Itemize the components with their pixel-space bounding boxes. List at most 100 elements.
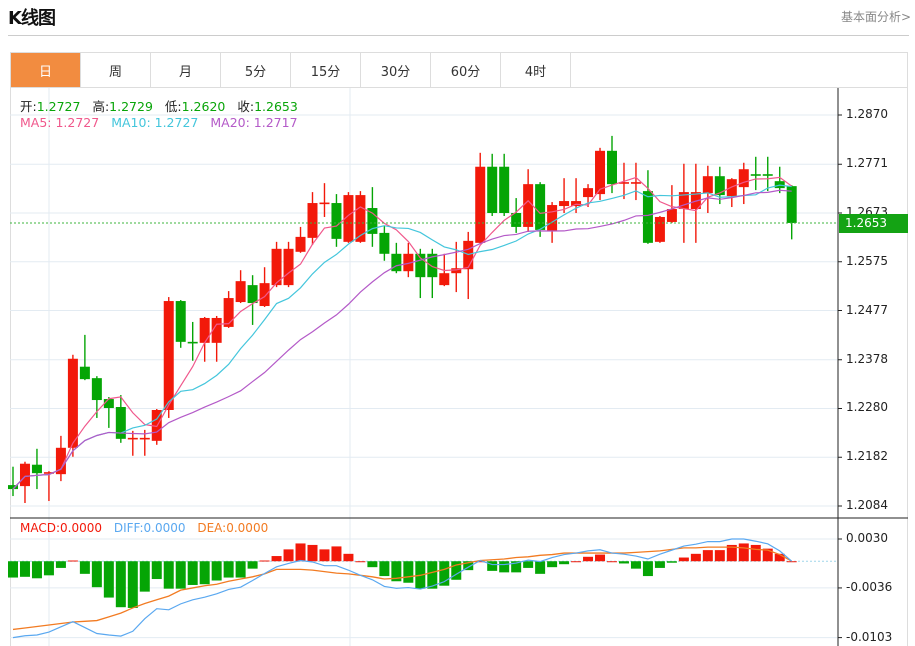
macd-bar bbox=[535, 561, 546, 574]
candle-body bbox=[642, 191, 653, 243]
candle-body bbox=[223, 298, 234, 327]
ohlc-readout: 开:1.2727 高:1.2729 低:1.2620 收:1.2653 bbox=[20, 96, 306, 115]
macd-bar bbox=[187, 561, 198, 585]
candle-body bbox=[235, 281, 246, 303]
macd-bar bbox=[559, 561, 570, 565]
macd-bar bbox=[343, 553, 354, 562]
chart-frame bbox=[10, 88, 908, 646]
ma20-line bbox=[12, 189, 792, 490]
candle-body bbox=[487, 166, 498, 213]
period-tabs: 日 周 月 5分 15分 30分 60分 4时 bbox=[10, 52, 908, 88]
macd-bar bbox=[355, 561, 366, 563]
candle-body bbox=[630, 182, 641, 184]
candle-body bbox=[654, 216, 665, 242]
price-tick-label: 1.2771 bbox=[846, 156, 888, 171]
candle-body bbox=[55, 447, 66, 475]
current-price-label: 1.2653 bbox=[839, 214, 908, 233]
ma20-value: MA20: 1.2717 bbox=[210, 115, 298, 130]
macd-bar bbox=[678, 557, 689, 562]
open-value: 1.2727 bbox=[36, 99, 81, 114]
ma5-line bbox=[12, 176, 793, 490]
candle-body bbox=[535, 184, 546, 230]
macd-bar bbox=[163, 561, 174, 589]
macd-bar bbox=[8, 561, 18, 578]
macd-bar bbox=[307, 544, 318, 562]
macd-tick-label: 0.0030 bbox=[846, 531, 888, 545]
macd-bar bbox=[331, 546, 342, 562]
macd-bar bbox=[151, 561, 162, 580]
candle-body bbox=[139, 437, 150, 440]
macd-bar bbox=[499, 561, 510, 573]
tab-day[interactable]: 日 bbox=[11, 53, 81, 87]
macd-bar bbox=[571, 561, 582, 563]
macd-readout: MACD:0.0000 DIFF:0.0000 DEA:0.0000 bbox=[20, 521, 276, 535]
macd-bar bbox=[595, 554, 606, 562]
tab-5min[interactable]: 5分 bbox=[221, 53, 291, 87]
ma-readout: MA5: 1.2727 MA10: 1.2727 MA20: 1.2717 bbox=[20, 115, 306, 130]
macd-bar bbox=[211, 561, 222, 581]
macd-bar bbox=[427, 561, 438, 589]
dea-value: DEA:0.0000 bbox=[197, 521, 269, 535]
ma10-value: MA10: 1.2727 bbox=[111, 115, 199, 130]
macd-bar bbox=[654, 561, 665, 568]
macd-bar bbox=[607, 561, 617, 563]
macd-bar bbox=[630, 561, 641, 569]
macd-bar bbox=[475, 561, 486, 563]
candle-body bbox=[319, 202, 330, 205]
candle-body bbox=[571, 201, 582, 207]
macd-bar bbox=[127, 561, 138, 608]
candle-body bbox=[31, 464, 42, 474]
macd-bar bbox=[175, 561, 186, 589]
candle-body bbox=[295, 236, 306, 252]
candle-body bbox=[283, 248, 294, 286]
macd-bar bbox=[547, 561, 558, 568]
macd-bar bbox=[79, 561, 90, 574]
candle-body bbox=[343, 195, 354, 242]
macd-bar bbox=[487, 561, 498, 571]
fundamental-analysis-link[interactable]: 基本面分析> bbox=[840, 10, 911, 24]
candle-body bbox=[511, 212, 522, 227]
tab-4hour[interactable]: 4时 bbox=[501, 53, 571, 87]
open-label: 开: bbox=[20, 99, 37, 114]
candle-body bbox=[115, 407, 126, 439]
ma5-value: MA5: 1.2727 bbox=[20, 115, 100, 130]
candle-body bbox=[355, 195, 366, 242]
candle-body bbox=[607, 150, 617, 185]
macd-bar bbox=[463, 561, 474, 571]
candle-body bbox=[8, 485, 18, 490]
candle-body bbox=[499, 166, 510, 213]
close-value: 1.2653 bbox=[254, 99, 298, 114]
macd-bar bbox=[511, 561, 522, 573]
macd-bar bbox=[319, 549, 330, 562]
tab-month[interactable]: 月 bbox=[151, 53, 221, 87]
diff-value: DIFF:0.0000 bbox=[113, 521, 186, 535]
macd-bar bbox=[439, 561, 450, 586]
tab-week[interactable]: 周 bbox=[81, 53, 151, 87]
candle-body bbox=[259, 283, 270, 307]
macd-bar bbox=[738, 543, 749, 562]
price-tick-label: 1.2575 bbox=[846, 253, 888, 268]
macd-bar bbox=[91, 561, 102, 588]
candle-body bbox=[583, 188, 594, 198]
candle-body bbox=[595, 150, 606, 195]
candle-body bbox=[367, 208, 378, 234]
macd-bar bbox=[786, 561, 797, 563]
macd-bar bbox=[750, 544, 761, 562]
candle-body bbox=[19, 463, 30, 487]
candle-body bbox=[163, 301, 174, 410]
page-title: K线图 bbox=[8, 8, 56, 29]
candle-body bbox=[199, 317, 210, 343]
macd-bar bbox=[247, 561, 258, 569]
diff-line bbox=[12, 538, 793, 639]
price-tick-label: 1.2477 bbox=[846, 302, 888, 317]
macd-bar bbox=[223, 561, 234, 578]
macd-bar bbox=[690, 553, 701, 562]
macd-bar bbox=[714, 550, 725, 562]
macd-bar bbox=[103, 561, 114, 598]
tab-30min[interactable]: 30分 bbox=[361, 53, 431, 87]
candle-body bbox=[762, 174, 773, 176]
tab-60min[interactable]: 60分 bbox=[431, 53, 501, 87]
candle-body bbox=[379, 232, 390, 254]
tab-15min[interactable]: 15分 bbox=[291, 53, 361, 87]
